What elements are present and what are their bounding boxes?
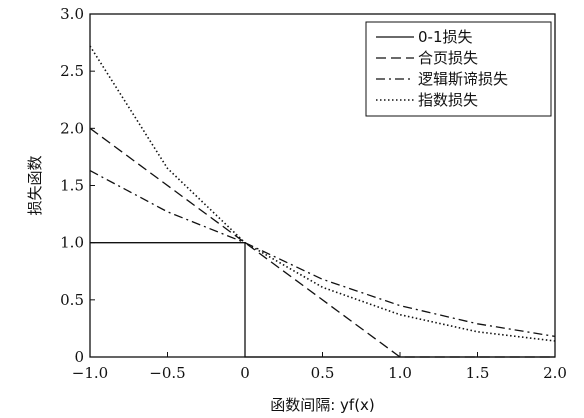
series-line-1 bbox=[89, 127, 555, 358]
legend-label-0: 0-1损失 bbox=[418, 28, 473, 46]
y-tick-label: 2.5 bbox=[60, 62, 84, 80]
y-tick-label: 1.0 bbox=[60, 234, 84, 252]
y-tick-label: 1.5 bbox=[60, 177, 84, 195]
series-line-3 bbox=[89, 45, 556, 342]
x-axis-title: 函数间隔: yf(x) bbox=[270, 396, 375, 414]
x-tick-label: 1.0 bbox=[388, 364, 412, 382]
y-tick-label: 3.0 bbox=[60, 5, 84, 23]
x-tick-label: 0.5 bbox=[311, 364, 335, 382]
legend-label-1: 合页损失 bbox=[418, 49, 478, 67]
y-tick-label: 2.0 bbox=[60, 119, 84, 137]
y-tick-label: 0.5 bbox=[60, 291, 84, 309]
x-tick-label: 0 bbox=[240, 364, 250, 382]
legend-label-2: 逻辑斯谛损失 bbox=[418, 70, 508, 88]
tick-layer: −1.0 −0.5 0 0.5 1.0 1.5 2.0 0 0.5 1.0 1.5 2.0 2.5 3.0 bbox=[60, 5, 567, 382]
y-tick-label: 0 bbox=[74, 348, 84, 366]
y-axis-title: 损失函数 bbox=[26, 155, 44, 215]
x-tick-label: 1.5 bbox=[466, 364, 490, 382]
x-tick-label: −0.5 bbox=[149, 364, 185, 382]
series-line-2 bbox=[89, 170, 556, 338]
x-tick-label: −1.0 bbox=[72, 364, 108, 382]
x-tick-label: 2.0 bbox=[543, 364, 567, 382]
legend-label-3: 指数损失 bbox=[418, 91, 478, 109]
